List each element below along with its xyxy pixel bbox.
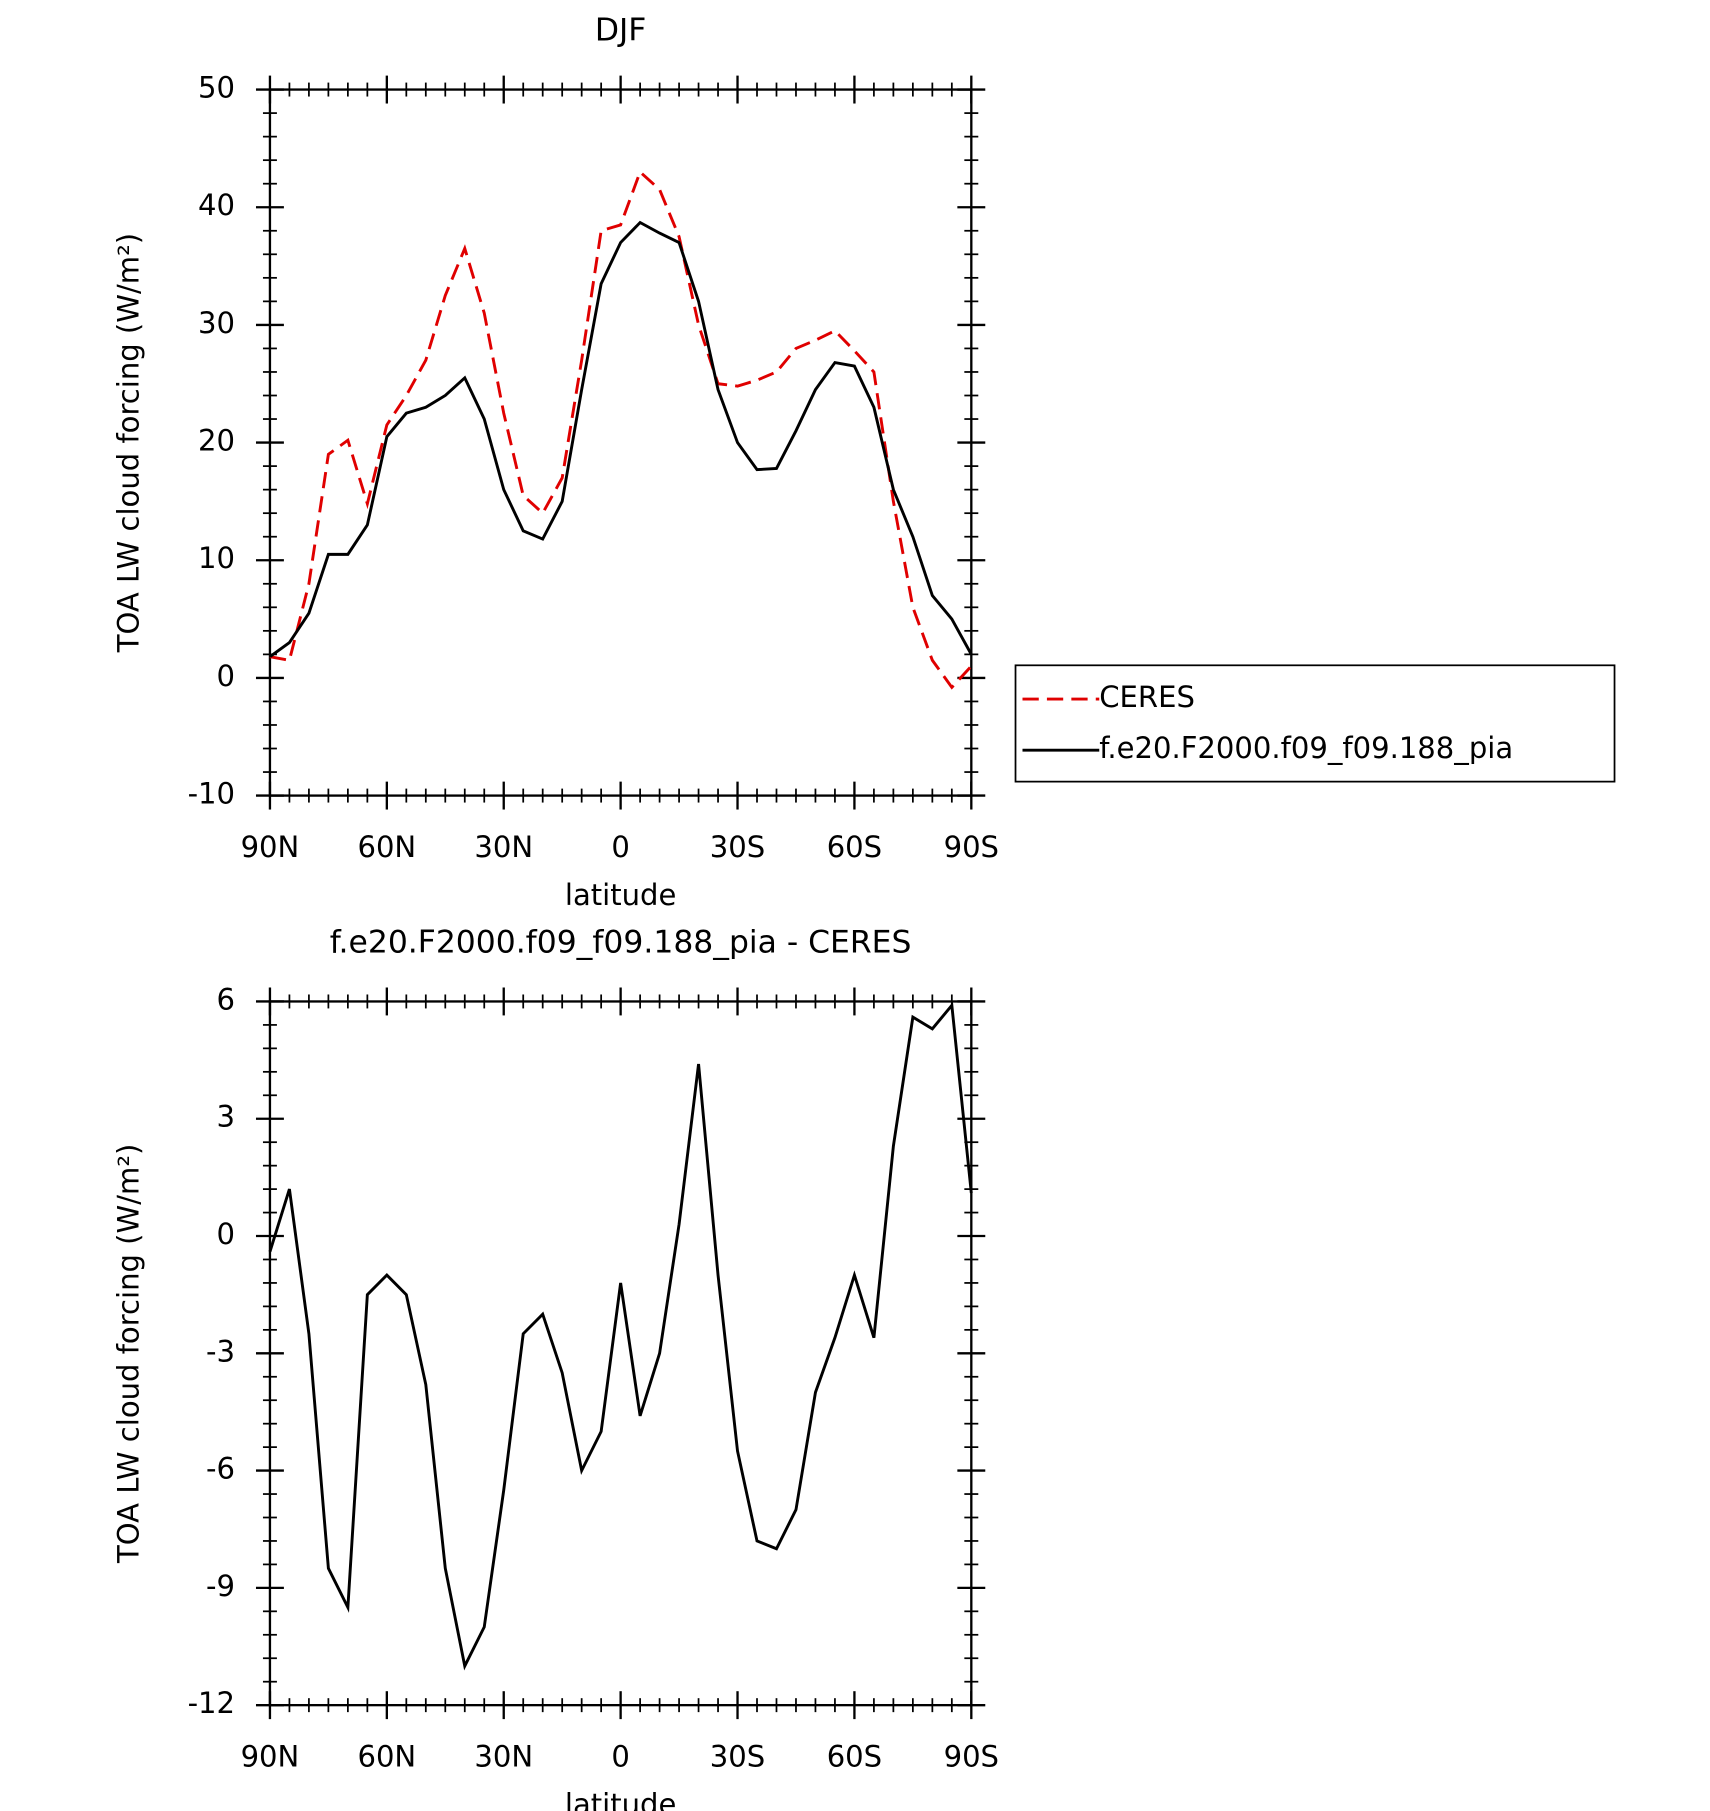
x-axis-label: latitude	[565, 878, 677, 912]
y-tick-label: 40	[198, 188, 235, 222]
x-axis-label: latitude	[565, 1787, 677, 1811]
x-tick-label: 60N	[357, 1740, 416, 1774]
y-tick-label: 50	[198, 71, 235, 105]
y-tick-label: 20	[198, 424, 235, 458]
data-line	[269, 220, 973, 658]
legend-box	[1014, 664, 1616, 783]
data-line	[268, 1001, 973, 1671]
y-tick-label: 10	[198, 541, 235, 575]
y-axis-label: TOA LW cloud forcing (W/m²)	[111, 1144, 145, 1564]
legend-label: CERES	[1099, 680, 1195, 714]
y-tick-label: -3	[206, 1334, 235, 1368]
plot-frame	[268, 1000, 973, 1707]
y-tick-label: 30	[198, 306, 235, 340]
x-tick-label: 90S	[944, 1740, 999, 1774]
x-tick-label: 60S	[827, 830, 882, 864]
x-tick-label: 30S	[710, 1740, 765, 1774]
x-tick-label: 0	[611, 830, 629, 864]
y-tick-label: -6	[206, 1452, 235, 1486]
x-tick-label: 60N	[357, 830, 416, 864]
legend-label: f.e20.F2000.f09_f09.188_pia	[1099, 731, 1513, 765]
chart-title: DJF	[595, 12, 647, 48]
y-tick-label: 0	[217, 659, 236, 693]
y-tick-label: -12	[188, 1686, 235, 1720]
x-tick-label: 90S	[944, 830, 999, 864]
x-tick-label: 30N	[474, 830, 533, 864]
plot-frame	[268, 88, 973, 797]
y-tick-label: -9	[206, 1569, 235, 1603]
x-tick-label: 90N	[241, 830, 300, 864]
x-tick-label: 60S	[827, 1740, 882, 1774]
data-line	[269, 169, 973, 690]
y-tick-label: -10	[188, 777, 235, 811]
x-tick-label: 30N	[474, 1740, 533, 1774]
x-tick-label: 30S	[710, 830, 765, 864]
y-axis-label: TOA LW cloud forcing (W/m²)	[111, 233, 145, 653]
x-tick-label: 0	[611, 1740, 629, 1774]
y-tick-label: 6	[217, 982, 236, 1016]
x-tick-label: 90N	[241, 1740, 300, 1774]
y-tick-label: 3	[217, 1100, 236, 1134]
chart-title: f.e20.F2000.f09_f09.188_pia - CERES	[330, 924, 912, 960]
y-tick-label: 0	[217, 1217, 236, 1251]
